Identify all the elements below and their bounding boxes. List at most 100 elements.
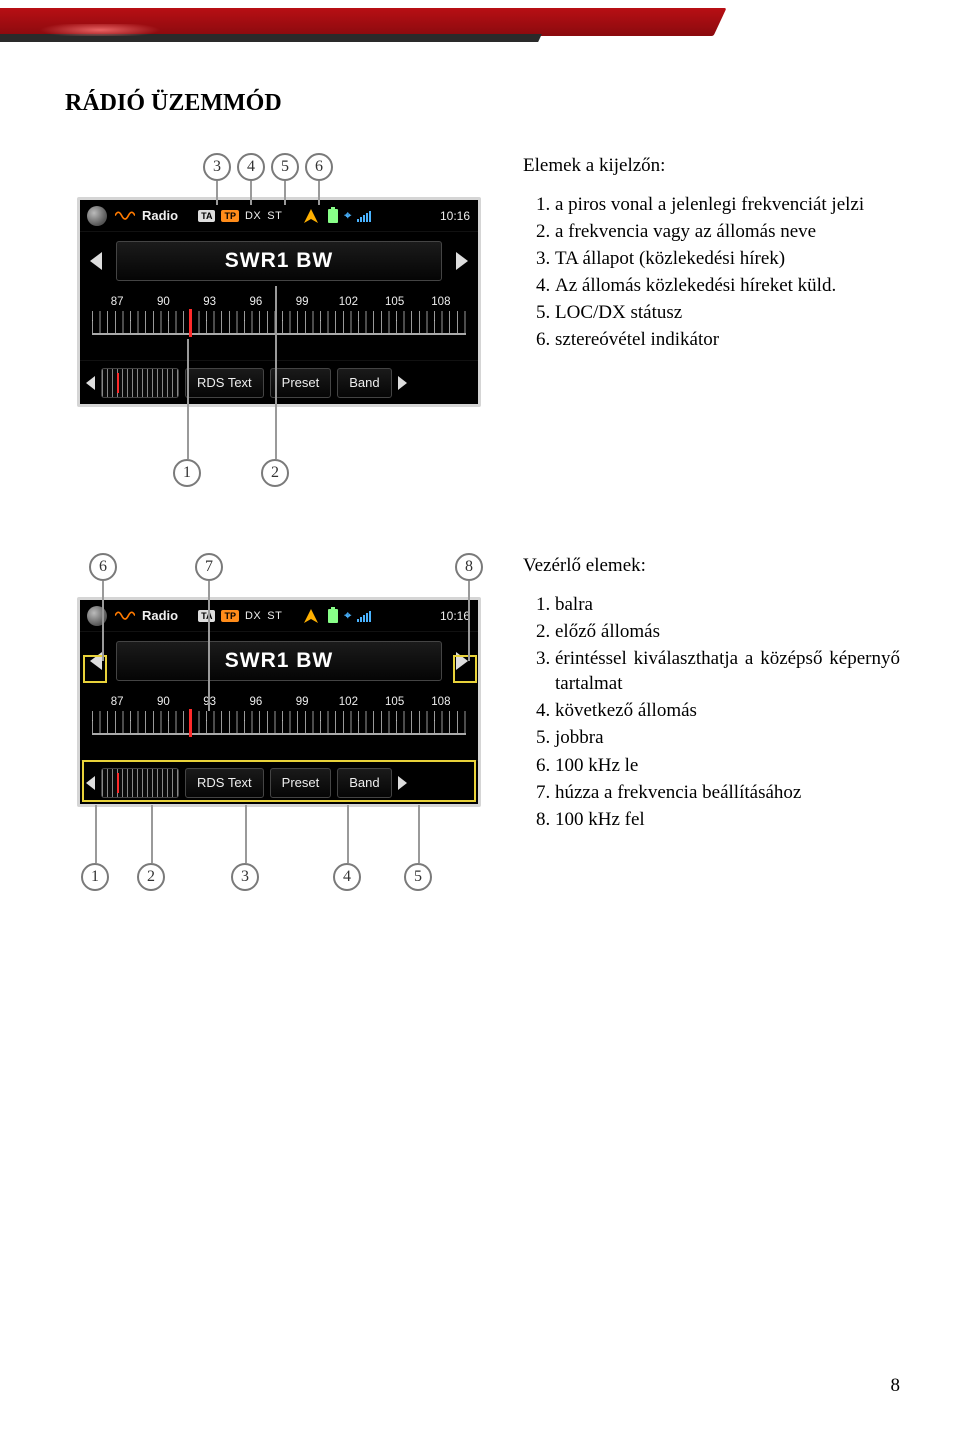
callout-6: 6 [305,153,333,181]
next-station-button[interactable] [456,652,468,670]
freq-label: 87 [94,296,140,308]
list-item: jobbra [555,725,900,750]
freq-label: 99 [279,296,325,308]
list-item: 100 kHz le [555,753,900,778]
tp-badge: TP [221,210,239,222]
freq-label: 87 [94,696,140,708]
callout-3: 3 [203,153,231,181]
freq-label: 108 [418,696,464,708]
left-button[interactable] [86,376,95,390]
nav-arrow-icon [300,205,322,227]
list-item: Az állomás közlekedési híreket küld. [555,273,900,298]
list-item: 100 kHz fel [555,807,900,832]
callout-7: 7 [195,553,223,581]
rds-button[interactable]: RDS Text [185,768,264,798]
prev-station-button[interactable] [90,252,102,270]
clock: 10:16 [440,209,472,223]
globe-icon [86,205,108,227]
list-item: húzza a frekvencia beállításához [555,780,900,805]
frequency-needle [189,709,192,737]
callout-4: 4 [237,153,265,181]
list-item: előző állomás [555,619,900,644]
callout-4b: 4 [333,863,361,891]
freq-label: 99 [279,696,325,708]
signal-icon [357,610,371,622]
list-item: TA állapot (közlekedési hírek) [555,246,900,271]
figure-1: 3 4 5 6 Radio [65,153,495,503]
freq-label: 93 [187,296,233,308]
st-label: ST [267,610,282,622]
ta-badge: TA [198,210,215,222]
band-button[interactable]: Band [337,368,391,398]
next-station-button[interactable] [456,252,468,270]
mini-scale[interactable] [101,768,179,798]
band-button[interactable]: Band [337,768,391,798]
st-label: ST [267,210,282,222]
frequency-scale[interactable]: 87 90 93 96 99 102 105 108 [80,290,478,346]
list-item: a frekvencia vagy az állomás neve [555,219,900,244]
status-bar: Radio TA TP DX ST ⌖ 10:16 [80,200,478,232]
list-item: balra [555,592,900,617]
callout-1b: 1 [81,863,109,891]
battery-icon [328,209,338,223]
list-item: LOC/DX státusz [555,300,900,325]
section1-list: a piros vonal a jelenlegi frekvenciát je… [523,192,900,352]
radio-display-2: Radio TA TP DX ST ⌖ 10:16 [77,597,481,807]
station-name[interactable]: SWR1 BW [116,241,442,281]
wave-icon [114,605,136,627]
list-item: a piros vonal a jelenlegi frekvenciát je… [555,192,900,217]
section1-lead: Elemek a kijelzőn: [523,153,900,178]
callout-1: 1 [173,459,201,487]
freq-label: 96 [233,696,279,708]
page-number: 8 [891,1375,901,1397]
freq-label: 102 [325,696,371,708]
callout-3b: 3 [231,863,259,891]
callout-6b: 6 [89,553,117,581]
mode-label: Radio [142,608,178,623]
callout-8: 8 [455,553,483,581]
bluetooth-icon: ⌖ [344,208,351,223]
bluetooth-icon: ⌖ [344,608,351,623]
callout-2: 2 [261,459,289,487]
section2-list: balra előző állomás érintéssel kiválaszt… [523,592,900,832]
section-controls: 6 7 8 Radio TA TP [65,553,900,923]
preset-button[interactable]: Preset [270,768,332,798]
prev-station-button[interactable] [90,652,102,670]
mode-label: Radio [142,208,178,223]
signal-icon [357,210,371,222]
callout-5: 5 [271,153,299,181]
section-display-elements: 3 4 5 6 Radio [65,153,900,503]
list-item: következő állomás [555,698,900,723]
battery-icon [328,609,338,623]
callout-2b: 2 [137,863,165,891]
globe-icon [86,605,108,627]
freq-label: 105 [372,296,418,308]
section2-lead: Vezérlő elemek: [523,553,900,578]
ta-badge: TA [198,610,215,622]
page-title: RÁDIÓ ÜZEMMÓD [65,90,900,117]
left-button[interactable] [86,776,95,790]
right-button[interactable] [398,376,407,390]
figure-2: 6 7 8 Radio TA TP [65,553,495,923]
right-button[interactable] [398,776,407,790]
rds-button[interactable]: RDS Text [185,368,264,398]
freq-label: 102 [325,296,371,308]
station-name[interactable]: SWR1 BW [116,641,442,681]
list-item: érintéssel kiválaszthatja a középső képe… [555,646,900,696]
mini-scale[interactable] [101,368,179,398]
radio-display-1: Radio TA TP DX ST ⌖ 10:16 [77,197,481,407]
callout-5b: 5 [404,863,432,891]
preset-button[interactable]: Preset [270,368,332,398]
dx-label: DX [245,210,261,222]
status-bar: Radio TA TP DX ST ⌖ 10:16 [80,600,478,632]
tp-badge: TP [221,610,239,622]
wave-icon [114,205,136,227]
freq-label: 90 [140,296,186,308]
freq-label: 108 [418,296,464,308]
freq-label: 90 [140,696,186,708]
nav-arrow-icon [300,605,322,627]
header-stripe [0,0,960,56]
freq-label: 105 [372,696,418,708]
freq-label: 96 [233,296,279,308]
frequency-scale[interactable]: 87 90 93 96 99 102 105 108 [80,690,478,746]
